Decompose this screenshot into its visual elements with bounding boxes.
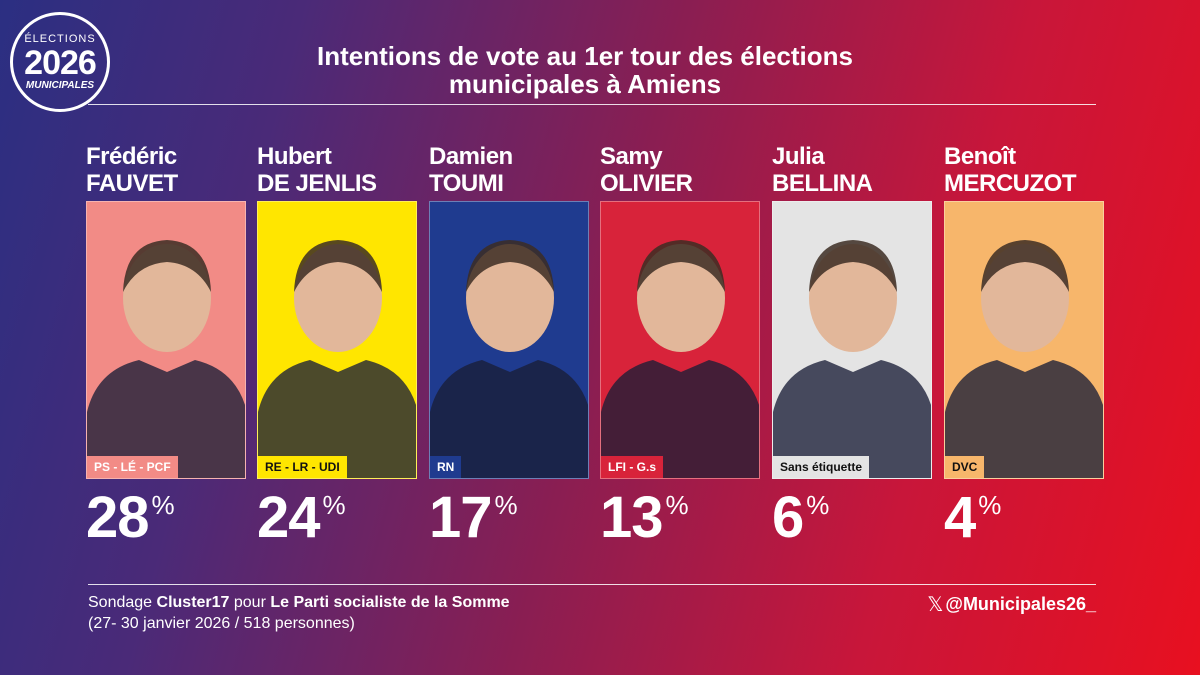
candidate-photo: LFI - G.s [600,201,760,479]
portrait-silhouette-icon [87,240,245,478]
candidate-name: Benoît MERCUZOT [944,143,1106,201]
candidate-name: Frédéric FAUVET [86,143,248,201]
candidate-first-name: Hubert [257,143,332,170]
elections-2026-logo: ÉLECTIONS 2026 MUNICIPALES [10,12,110,112]
candidate-photo: RE - LR - UDI [257,201,417,479]
candidate-last-name: FAUVET [86,170,178,197]
vote-share: 28% [86,485,248,555]
portrait-head [466,244,554,352]
top-divider [88,104,1096,105]
candidate-last-name: TOUMI [429,170,504,197]
candidate-last-name: BELLINA [772,170,873,197]
party-badge: DVC [945,456,985,478]
source-client: Le Parti socialiste de la Somme [270,594,510,611]
bottom-divider [88,584,1096,585]
candidate-card: Samy OLIVIER LFI - G.s 13% [600,143,762,555]
source-pollster: Cluster17 [156,594,230,611]
vote-share-value: 28 [86,485,150,550]
portrait-body [430,360,588,478]
title-line1: Intentions de vote au 1er tour des élect… [316,41,853,71]
vote-share-value: 6 [772,485,804,550]
party-badge: RN [430,456,462,478]
vote-share: 13% [600,485,762,555]
candidate-last-name: MERCUZOT [944,170,1076,197]
candidate-last-name: OLIVIER [600,170,693,197]
vote-share: 17% [429,485,591,555]
candidate-name: Julia BELLINA [772,143,934,201]
candidate-photo: PS - LÉ - PCF [86,201,246,479]
handle-text: @Municipales26_ [945,594,1096,614]
candidate-card: Damien TOUMI RN 17% [429,143,591,555]
candidate-first-name: Julia [772,143,825,170]
portrait-head [123,244,211,352]
portrait-hair [123,240,211,292]
logo-line2: 2026 [24,43,97,82]
portrait-body [258,360,416,478]
candidate-photo: RN [429,201,589,479]
percent-sign: % [322,490,346,520]
social-handle[interactable]: 𝕏 @Municipales26_ [927,592,1096,617]
candidate-card: Frédéric FAUVET PS - LÉ - PCF 28% [86,143,248,555]
percent-sign: % [806,490,830,520]
candidate-first-name: Frédéric [86,143,177,170]
source-prefix: Sondage [88,594,157,611]
percent-sign: % [665,490,689,520]
x-logo-icon: 𝕏 [927,594,944,616]
portrait-hair [466,240,554,292]
candidate-photo: Sans étiquette [772,201,932,479]
party-badge: Sans étiquette [773,456,870,478]
portrait-body [601,360,759,478]
party-badge: LFI - G.s [601,456,663,478]
candidate-first-name: Samy [600,143,663,170]
percent-sign: % [151,490,175,520]
candidate-first-name: Damien [429,143,513,170]
vote-share-value: 24 [257,485,321,550]
portrait-hair [637,240,725,292]
candidate-card: Julia BELLINA Sans étiquette 6% [772,143,934,555]
candidate-last-name: DE JENLIS [257,170,377,197]
candidate-name: Hubert DE JENLIS [257,143,419,201]
portrait-hair [809,240,897,292]
logo-line1: ÉLECTIONS [24,32,96,45]
portrait-body [87,360,245,478]
portrait-body [773,360,931,478]
source-middle: pour [229,594,271,611]
portrait-head [294,244,382,352]
portrait-silhouette-icon [258,240,416,478]
candidate-card: Hubert DE JENLIS RE - LR - UDI 24% [257,143,419,555]
vote-share: 6% [772,485,934,555]
party-badge: RE - LR - UDI [258,456,347,478]
source-details: (27- 30 janvier 2026 / 518 personnes) [88,615,355,632]
portrait-hair [981,240,1069,292]
title-line2: municipales à Amiens [448,69,722,99]
percent-sign: % [978,490,1002,520]
page-title: Intentions de vote au 1er tour des élect… [250,42,920,98]
portrait-body [945,360,1103,478]
portrait-head [809,244,897,352]
portrait-silhouette-icon [773,240,931,478]
candidate-photo: DVC [944,201,1104,479]
party-badge: PS - LÉ - PCF [87,456,178,478]
candidate-card: Benoît MERCUZOT DVC 4% [944,143,1106,555]
portrait-head [981,244,1069,352]
percent-sign: % [494,490,518,520]
vote-share-value: 13 [600,485,664,550]
vote-share: 4% [944,485,1106,555]
poll-source: Sondage Cluster17 pour Le Parti socialis… [88,592,510,634]
portrait-hair [294,240,382,292]
vote-share-value: 17 [429,485,493,550]
source-line1: Sondage Cluster17 pour Le Parti socialis… [88,592,510,613]
portrait-silhouette-icon [601,240,759,478]
vote-share-value: 4 [944,485,976,550]
portrait-head [637,244,725,352]
candidate-first-name: Benoît [944,143,1016,170]
portrait-silhouette-icon [430,240,588,478]
portrait-silhouette-icon [945,240,1103,478]
candidate-name: Samy OLIVIER [600,143,762,201]
vote-share: 24% [257,485,419,555]
candidate-name: Damien TOUMI [429,143,591,201]
logo-line3: MUNICIPALES [25,79,95,91]
